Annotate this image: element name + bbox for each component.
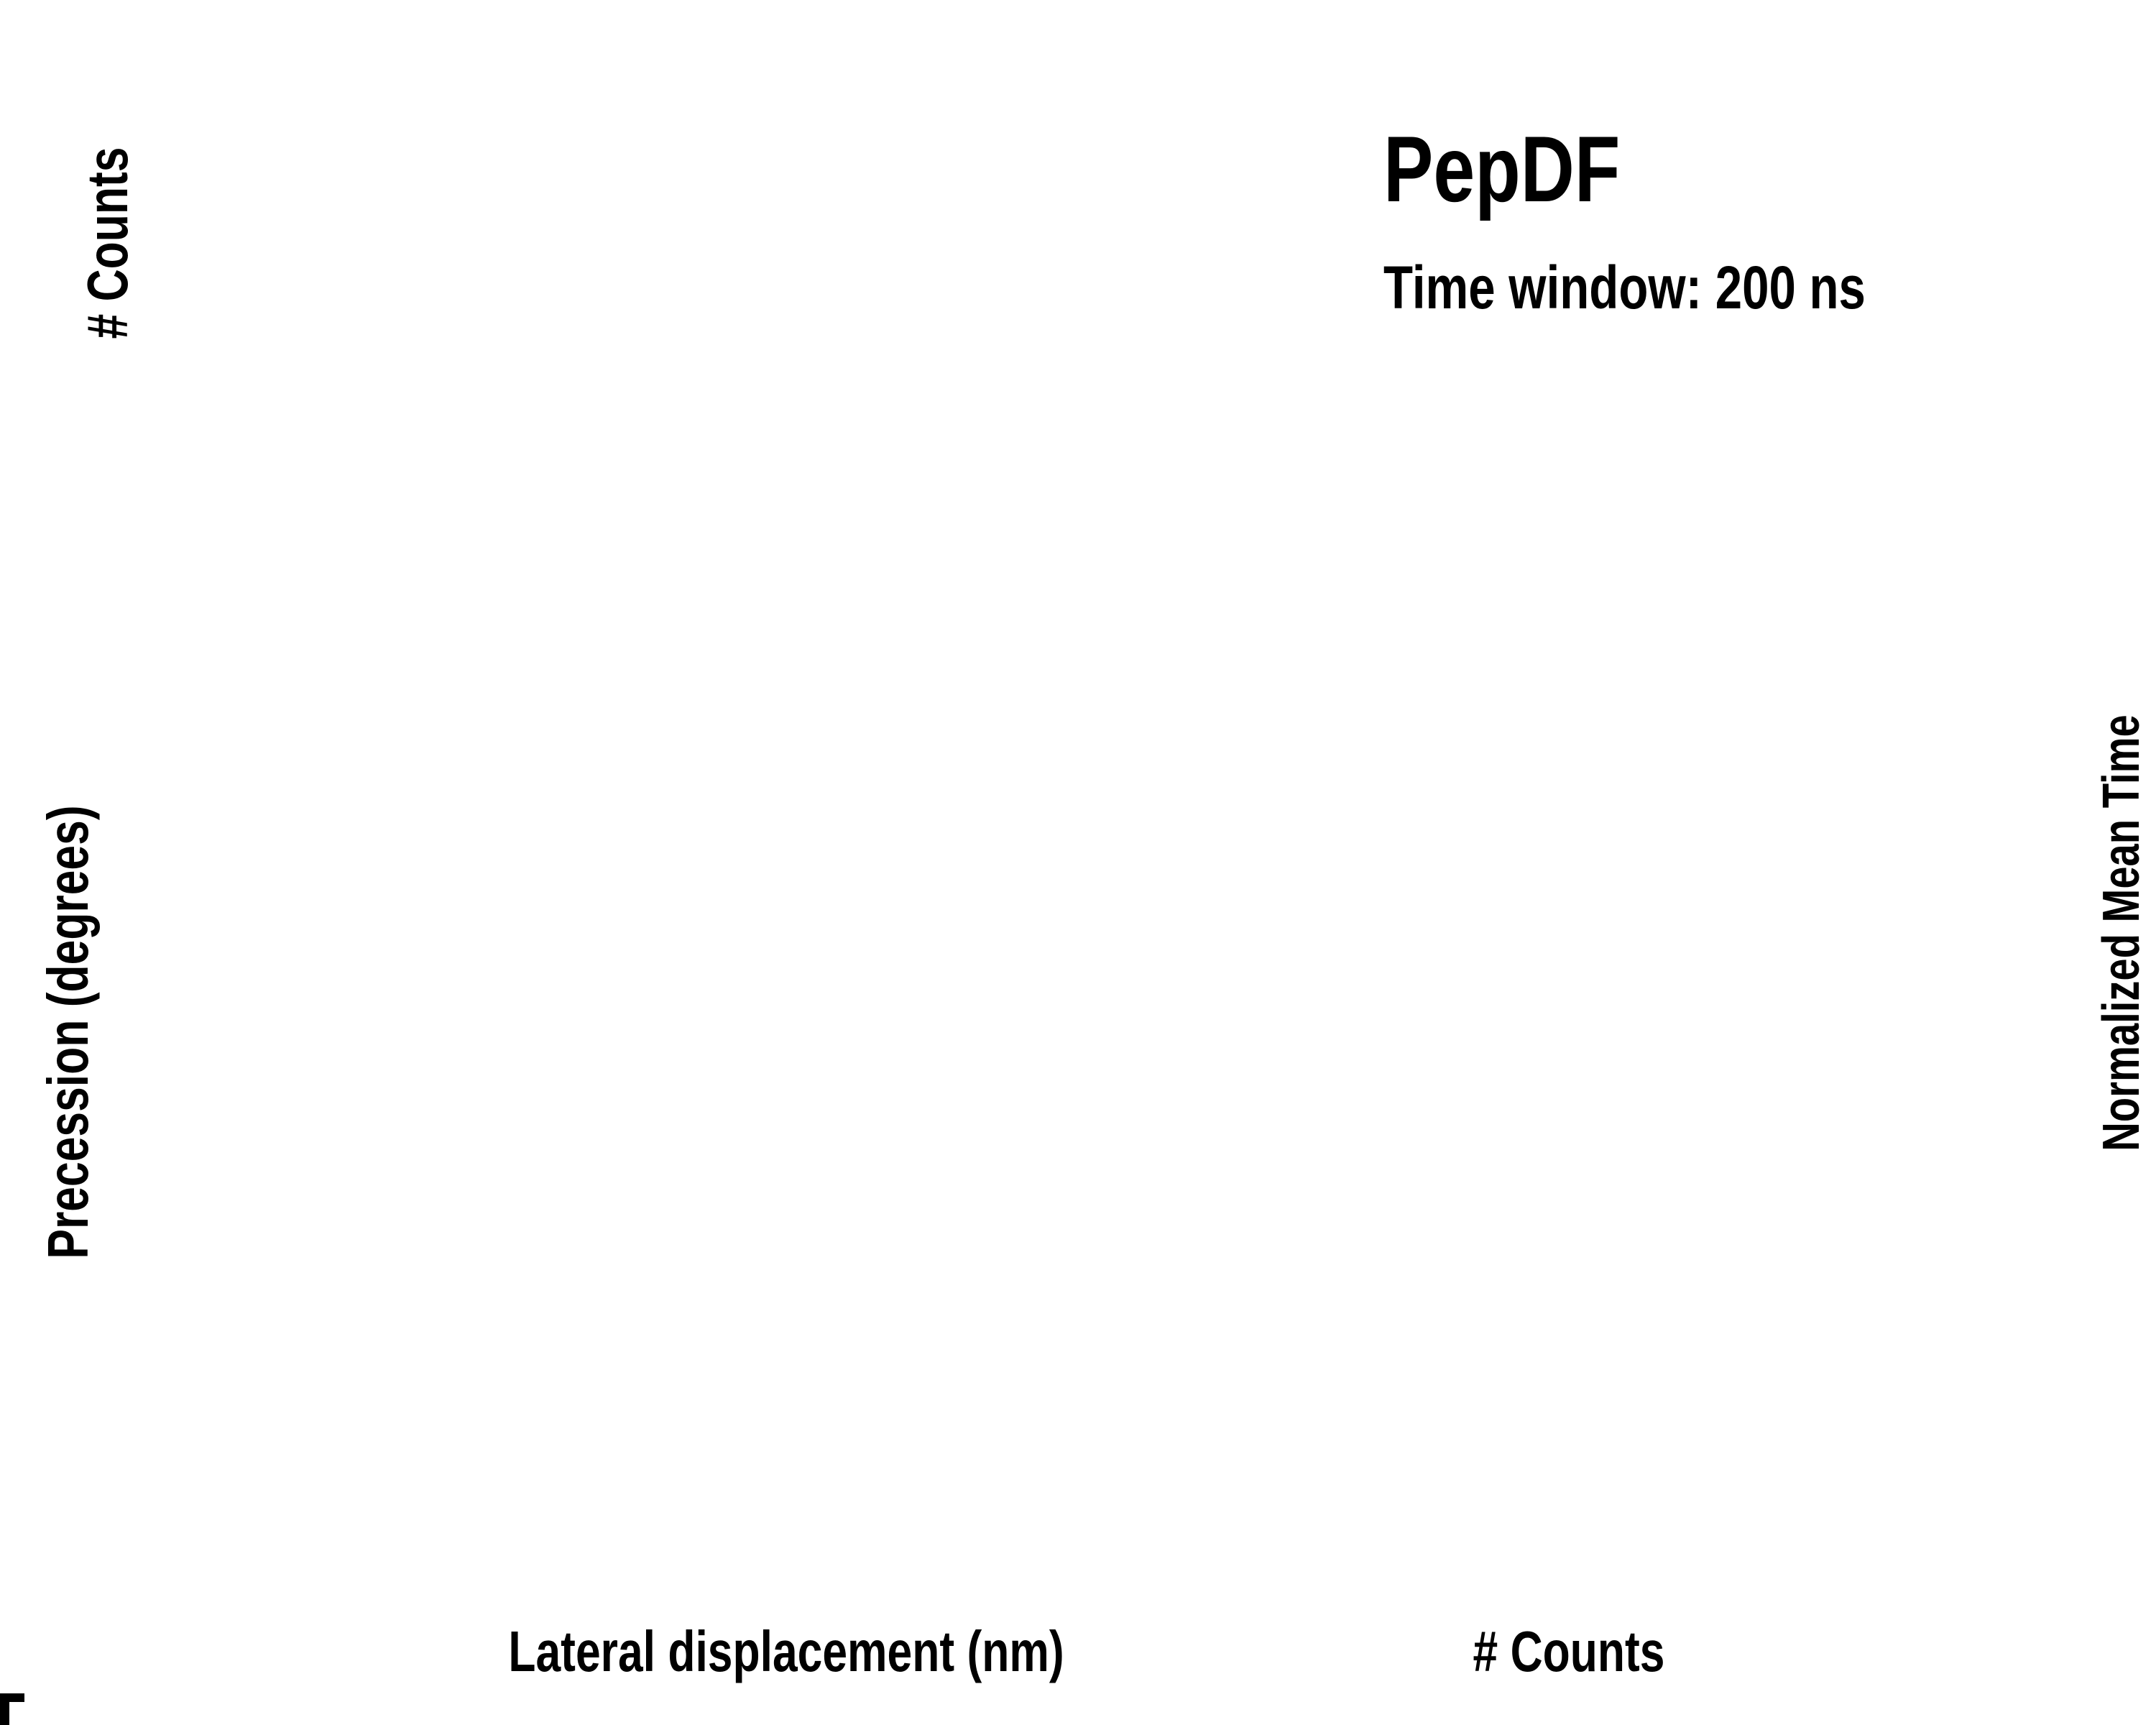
main-xlabel: Lateral displacement (nm) (508, 1619, 1064, 1683)
figure-subtitle: Time window: 200 ns (1383, 254, 1866, 321)
corner-artifact (0, 1693, 24, 1725)
figure-title: PepDF (1383, 116, 1621, 221)
colorbar-label: Normalized Mean Time (2093, 714, 2150, 1151)
top-hist-ylabel: # Counts (75, 147, 139, 339)
right-hist-xlabel: # Counts (1473, 1619, 1665, 1683)
main-ylabel: Precession (degrees) (36, 805, 100, 1259)
